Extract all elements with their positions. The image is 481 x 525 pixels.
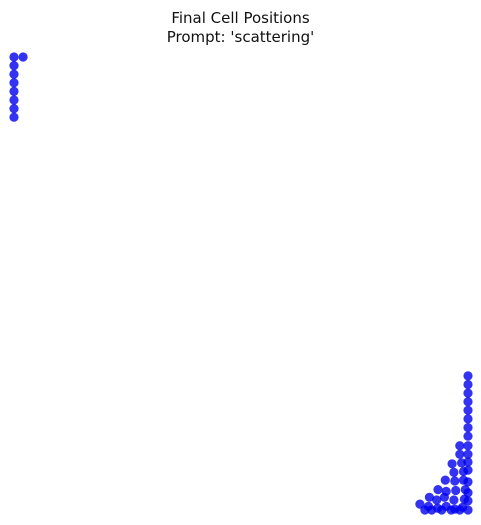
cell-point: [9, 61, 19, 71]
cell-point: [18, 52, 28, 62]
cell-point: [463, 414, 473, 424]
cell-point: [455, 449, 465, 459]
cell-point: [463, 477, 473, 487]
points-layer: [9, 52, 473, 515]
cell-point: [427, 505, 437, 515]
cell-point: [437, 505, 447, 515]
cell-point: [439, 492, 449, 502]
cell-point: [455, 441, 465, 451]
cell-point: [463, 431, 473, 441]
cell-point: [424, 492, 434, 502]
cell-point: [463, 505, 473, 515]
cell-point: [447, 459, 457, 469]
cell-point: [433, 485, 443, 495]
cell-point: [9, 78, 19, 88]
chart-title-line2: Prompt: 'scattering': [166, 28, 315, 46]
cell-point: [455, 505, 465, 515]
cell-point: [463, 397, 473, 407]
cell-point: [449, 495, 459, 505]
cell-point: [440, 475, 450, 485]
cell-point: [463, 441, 473, 451]
cell-point: [451, 485, 461, 496]
cell-point: [9, 95, 19, 105]
cell-point: [463, 465, 473, 475]
cell-point: [9, 112, 19, 122]
cell-point: [420, 505, 430, 515]
cell-point: [446, 505, 456, 515]
cell-point: [9, 69, 19, 79]
chart-title-line1: Final Cell Positions: [171, 9, 310, 27]
cell-point: [463, 388, 473, 398]
cell-point: [9, 52, 19, 62]
cell-point: [463, 423, 473, 433]
cell-point: [463, 496, 473, 506]
cell-point: [463, 371, 473, 381]
cell-point: [9, 86, 19, 96]
cell-point: [463, 457, 473, 467]
cell-point: [463, 405, 473, 415]
cell-point: [432, 495, 442, 505]
cell-point: [449, 467, 459, 477]
cell-point: [463, 379, 473, 390]
cell-point: [463, 449, 473, 459]
cell-point: [9, 104, 19, 114]
cell-point: [450, 476, 460, 486]
